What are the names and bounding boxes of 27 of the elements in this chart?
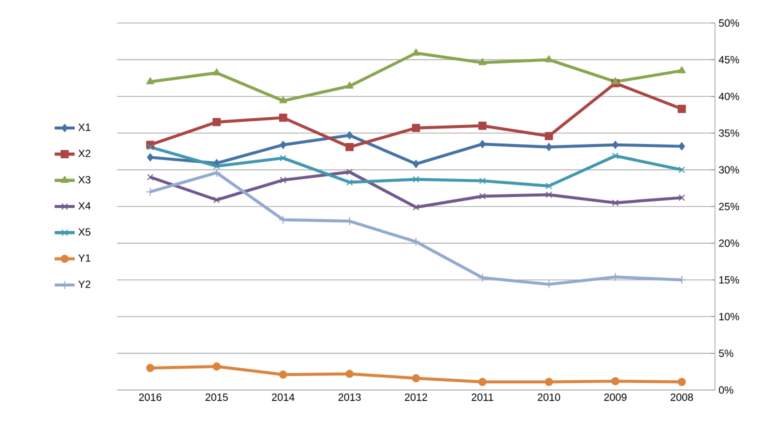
legend-label: X3 bbox=[78, 176, 90, 184]
y-tick-label: 45% bbox=[718, 56, 740, 64]
y-tick-label: 25% bbox=[719, 202, 740, 210]
x-tick-label: 2014 bbox=[272, 394, 294, 401]
x-tick-label: 2009 bbox=[604, 394, 626, 401]
y-tick-label: 20% bbox=[719, 240, 740, 247]
legend-label: X2 bbox=[78, 150, 90, 158]
legend-label: Y1 bbox=[78, 254, 90, 262]
legend-label: X5 bbox=[78, 228, 90, 236]
legend-label: X4 bbox=[78, 202, 91, 210]
y-tick-label: 5% bbox=[718, 350, 734, 357]
x-tick-label: 2011 bbox=[472, 394, 494, 401]
y-tick-label: 0% bbox=[718, 386, 734, 394]
x-tick-label: 2010 bbox=[538, 394, 560, 401]
x-tick-label: 2008 bbox=[670, 394, 693, 401]
y-tick-label: 15% bbox=[719, 276, 740, 284]
y-tick-label: 35% bbox=[718, 129, 740, 137]
x-tick-label: 2012 bbox=[404, 394, 428, 401]
legend-label: X1 bbox=[78, 124, 90, 131]
y-tick-label: 10% bbox=[719, 312, 740, 320]
x-tick-label: 2015 bbox=[206, 394, 228, 401]
y-tick-label: 30% bbox=[718, 166, 740, 174]
x-tick-label: 2013 bbox=[338, 394, 361, 401]
y-tick-label: 40% bbox=[718, 92, 740, 100]
y-tick-label: 50% bbox=[718, 19, 740, 27]
legend-label: Y2 bbox=[78, 280, 90, 288]
x-tick-label: 2016 bbox=[139, 394, 162, 401]
